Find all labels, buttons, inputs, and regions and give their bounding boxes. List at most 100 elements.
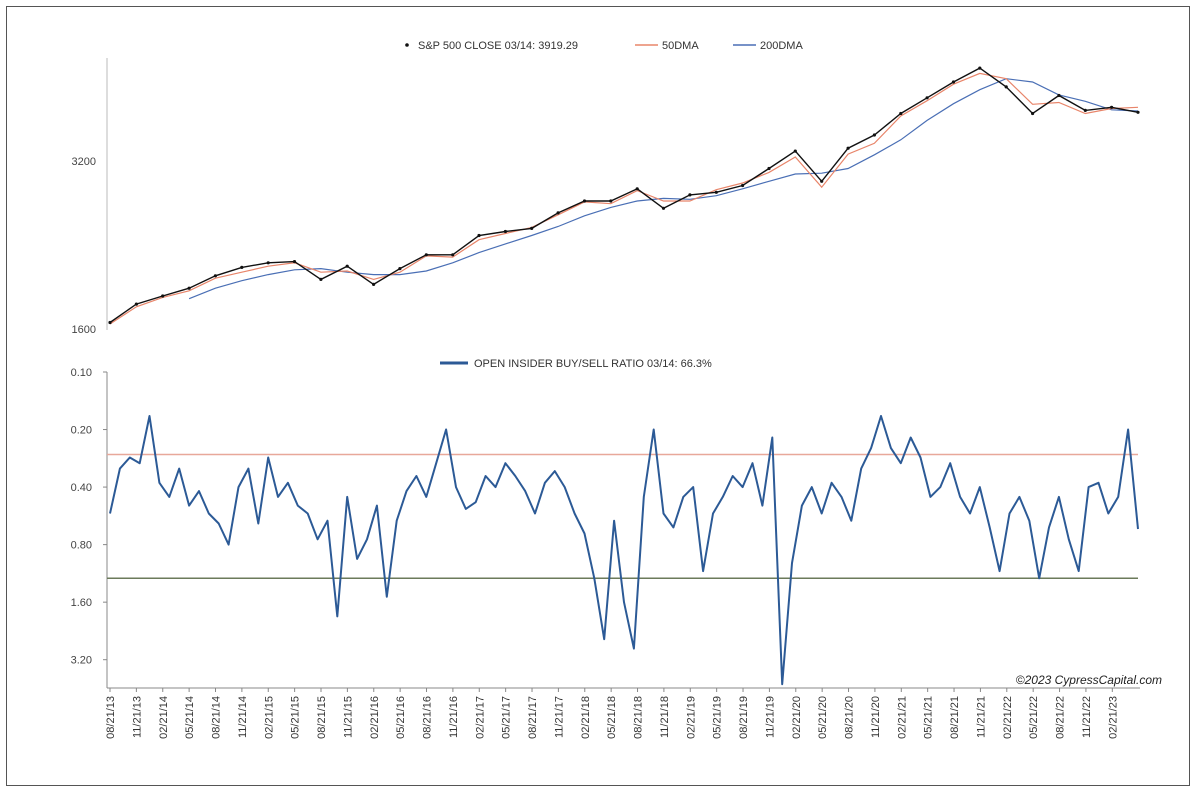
legend-label-ratio: OPEN INSIDER BUY/SELL RATIO 03/14: 66.3% xyxy=(474,358,712,370)
bottom-x-ticks: 08/21/13 11/21/13 02/21/14 05/21/14 08/21/14… xyxy=(105,688,1119,739)
x-tick-label: 02/21/16 xyxy=(369,696,381,739)
bottom-series-group xyxy=(109,415,1139,686)
bottom-y-tick-label: 0.10 xyxy=(71,367,92,379)
close-point xyxy=(266,261,270,265)
x-tick-label: 11/21/15 xyxy=(342,696,354,738)
close-point xyxy=(477,233,481,238)
x-tick-label: 08/21/16 xyxy=(422,696,434,739)
close-point xyxy=(134,302,138,306)
x-tick-label: 05/21/22 xyxy=(1028,696,1040,739)
close-point xyxy=(1110,105,1114,109)
top-series-group xyxy=(108,66,1140,325)
x-tick-label: 05/21/17 xyxy=(501,696,513,739)
x-tick-label: 05/21/21 xyxy=(923,696,935,739)
close-point xyxy=(609,199,613,203)
bottom-y-tick-label: 1.60 xyxy=(71,597,92,609)
close-point xyxy=(372,282,376,286)
close-point xyxy=(951,80,956,84)
x-tick-label: 02/21/22 xyxy=(1002,696,1014,739)
x-tick-label: 11/21/18 xyxy=(659,696,671,738)
x-tick-label: 05/21/15 xyxy=(290,696,302,739)
series-line-ratio xyxy=(109,415,1139,686)
close-point xyxy=(582,199,587,203)
x-tick-label: 08/21/15 xyxy=(316,696,328,739)
close-point xyxy=(661,206,666,210)
close-point xyxy=(240,265,244,269)
close-point xyxy=(451,253,455,257)
close-point xyxy=(872,133,877,137)
x-tick-label: 11/21/17 xyxy=(553,696,565,738)
bottom-y-tick-label: 0.80 xyxy=(71,540,92,552)
close-point xyxy=(635,187,639,191)
reference-lines xyxy=(107,453,1138,580)
legend-label-50dma: 50DMA xyxy=(662,40,699,52)
close-point xyxy=(1031,111,1035,116)
close-point xyxy=(925,96,929,100)
bottom-y-tick-label: 0.40 xyxy=(71,482,92,494)
close-point xyxy=(741,183,745,188)
x-tick-label: 02/21/20 xyxy=(791,696,803,739)
close-point xyxy=(108,320,112,325)
close-point xyxy=(292,260,297,264)
x-tick-label: 02/21/14 xyxy=(158,696,170,739)
copyright-text: ©2023 CypressCapital.com xyxy=(1016,673,1162,687)
x-tick-label: 05/21/19 xyxy=(712,696,724,739)
x-tick-label: 11/21/22 xyxy=(1081,696,1093,738)
x-tick-label: 08/21/14 xyxy=(211,696,223,739)
x-tick-label: 08/21/13 xyxy=(105,696,117,739)
close-point xyxy=(899,111,903,116)
x-tick-label: 02/21/21 xyxy=(896,696,908,739)
bottom-y-tick-label: 3.20 xyxy=(71,655,92,667)
x-tick-label: 02/21/19 xyxy=(685,696,697,739)
x-tick-label: 11/21/21 xyxy=(975,696,987,738)
close-point xyxy=(1136,110,1140,114)
x-tick-label: 02/21/15 xyxy=(263,696,275,739)
close-point xyxy=(820,179,824,183)
close-point xyxy=(688,193,692,197)
series-line-close xyxy=(109,67,1139,324)
close-point xyxy=(345,264,349,268)
x-tick-label: 08/21/19 xyxy=(738,696,750,739)
bottom-legend: OPEN INSIDER BUY/SELL RATIO 03/14: 66.3% xyxy=(440,358,712,370)
x-tick-label: 08/21/17 xyxy=(527,696,539,739)
x-tick-label: 05/21/16 xyxy=(395,696,407,739)
close-point xyxy=(978,66,982,70)
legend-marker-close xyxy=(405,43,409,47)
legend-label-200dma: 200DMA xyxy=(760,40,803,52)
x-tick-label: 05/21/20 xyxy=(817,696,829,739)
close-point xyxy=(424,253,428,257)
top-y-tick-1600: 1600 xyxy=(72,324,96,336)
close-point xyxy=(187,286,191,290)
close-point xyxy=(213,274,217,278)
x-tick-label: 11/21/20 xyxy=(870,696,882,738)
series-line-50dma xyxy=(109,72,1139,325)
x-tick-label: 08/21/18 xyxy=(633,696,645,739)
x-tick-label: 08/21/21 xyxy=(949,696,961,739)
x-tick-label: 11/21/13 xyxy=(131,696,143,738)
top-legend: S&P 500 CLOSE 03/14: 3919.29 50DMA 200DM… xyxy=(405,40,803,52)
x-tick-label: 08/21/20 xyxy=(844,696,856,739)
close-point xyxy=(161,294,165,298)
close-point xyxy=(556,211,560,215)
close-point xyxy=(767,166,771,171)
series-line-200dma xyxy=(188,78,1139,300)
x-tick-label: 11/21/14 xyxy=(237,696,249,738)
chart-frame xyxy=(6,6,1190,786)
x-tick-label: 05/21/18 xyxy=(606,696,618,739)
close-point xyxy=(1083,108,1087,112)
close-point xyxy=(319,277,323,281)
top-y-tick-3200: 3200 xyxy=(72,156,96,168)
close-point xyxy=(846,146,850,150)
close-point xyxy=(530,226,534,230)
x-tick-label: 11/21/19 xyxy=(764,696,776,738)
close-point xyxy=(714,190,718,194)
x-tick-label: 08/21/22 xyxy=(1055,696,1067,739)
close-point xyxy=(503,229,507,234)
x-tick-label: 02/21/18 xyxy=(580,696,592,739)
x-tick-label: 02/21/17 xyxy=(474,696,486,739)
x-tick-label: 11/21/16 xyxy=(448,696,460,738)
close-point xyxy=(398,267,402,271)
bottom-y-ticks: 0.10 0.20 0.40 0.80 1.60 3.20 xyxy=(71,367,107,667)
x-tick-label: 05/21/14 xyxy=(184,696,196,739)
